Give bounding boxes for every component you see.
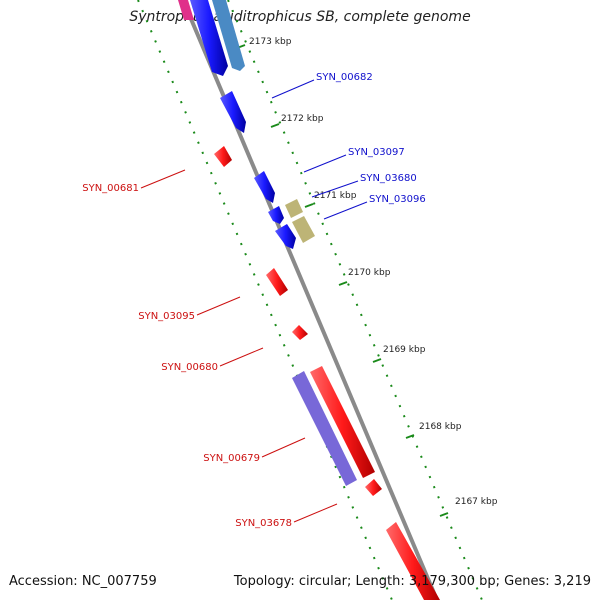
gene-label[interactable]: SYN_00679 — [203, 453, 260, 464]
label-syn03096[interactable]: SYN_03096 — [323, 194, 426, 220]
tick-label: 2171 kbp — [314, 191, 357, 201]
tick-2167: 2167 kbp — [439, 497, 498, 517]
gene-forward-teal[interactable] — [212, 0, 245, 71]
tick-2168: 2168 kbp — [405, 422, 462, 439]
gene-forward-top[interactable] — [190, 0, 228, 76]
gene-label[interactable]: SYN_03097 — [348, 147, 405, 158]
label-syn00680[interactable]: SYN_00680 — [161, 347, 264, 373]
label-syn00679[interactable]: SYN_00679 — [203, 437, 306, 464]
gene-reverse-syn00681[interactable] — [214, 146, 232, 167]
tick-label: 2167 kbp — [455, 497, 498, 507]
gene-forward-syn03680[interactable] — [268, 206, 284, 224]
genome-backbone — [181, 0, 439, 600]
label-syn00682[interactable]: SYN_00682 — [271, 72, 373, 99]
tick-label: 2170 kbp — [348, 268, 391, 278]
gene-reverse-syn00679[interactable] — [310, 366, 375, 478]
label-syn03680[interactable]: SYN_03680 — [311, 173, 417, 198]
tick-2171: 2171 kbp — [304, 191, 357, 208]
gene-reverse-syn00680[interactable] — [292, 325, 308, 340]
tick-label: 2172 kbp — [281, 114, 324, 124]
gene-forward-syn00682[interactable] — [220, 91, 246, 133]
tick-2169: 2169 kbp — [372, 345, 426, 363]
gene-reverse-syn03678[interactable] — [365, 479, 382, 496]
accession-label: Accession: NC_007759 — [9, 574, 157, 589]
map-title: Syntrophus aciditrophicus SB, complete g… — [129, 9, 471, 25]
gene-label[interactable]: SYN_00680 — [161, 362, 218, 373]
label-syn03678[interactable]: SYN_03678 — [235, 503, 338, 529]
genome-summary: Topology: circular; Length: 3,179,300 bp… — [233, 574, 591, 589]
gene-reverse-bottom[interactable] — [386, 522, 440, 600]
gene-label[interactable]: SYN_03096 — [369, 194, 426, 205]
tick-2172: 2172 kbp — [270, 114, 324, 128]
gene-label[interactable]: SYN_00681 — [82, 183, 139, 194]
gene-forward-syn03097[interactable] — [254, 171, 275, 203]
tick-label: 2173 kbp — [249, 37, 292, 47]
gene-pink-top[interactable] — [178, 0, 194, 20]
tick-label: 2169 kbp — [383, 345, 426, 355]
gene-label[interactable]: SYN_03095 — [138, 311, 195, 322]
label-syn00681[interactable]: SYN_00681 — [82, 169, 186, 194]
gene-reverse-syn03095[interactable] — [266, 268, 288, 296]
gene-olive-upper[interactable] — [285, 199, 303, 218]
gene-label[interactable]: SYN_03678 — [235, 518, 292, 529]
label-syn03095[interactable]: SYN_03095 — [138, 296, 241, 322]
gene-label[interactable]: SYN_03680 — [360, 173, 417, 184]
gene-olive-lower[interactable] — [292, 216, 315, 243]
tick-label: 2168 kbp — [419, 422, 462, 432]
outer-tick-track — [227, 0, 483, 600]
gene-purple-syn00679[interactable] — [292, 371, 357, 486]
gene-forward-syn03096[interactable] — [275, 224, 296, 249]
gene-label[interactable]: SYN_00682 — [316, 72, 373, 83]
tick-2170: 2170 kbp — [338, 268, 391, 286]
inner-tick-track — [137, 0, 393, 600]
label-syn03097[interactable]: SYN_03097 — [303, 147, 405, 173]
